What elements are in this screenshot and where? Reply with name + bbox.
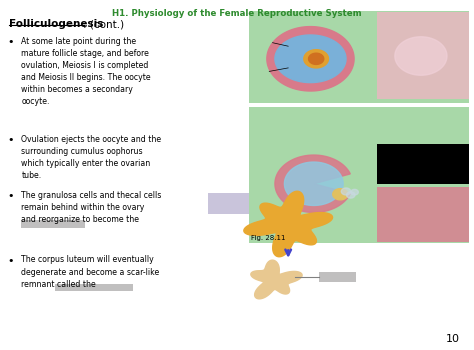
Polygon shape: [341, 188, 351, 195]
Text: Ovulation ejects the oocyte and the
surrounding cumulus oophorus
which typically: Ovulation ejects the oocyte and the surr…: [21, 135, 162, 180]
Text: : (cont.): : (cont.): [83, 19, 124, 29]
Text: •: •: [7, 256, 14, 266]
Text: Fig. 28.11: Fig. 28.11: [251, 235, 286, 241]
Polygon shape: [267, 27, 354, 91]
Polygon shape: [275, 35, 346, 83]
Polygon shape: [395, 37, 447, 75]
Polygon shape: [275, 155, 350, 212]
Text: 10: 10: [446, 334, 460, 344]
Text: The granulosa cells and thecal cells
remain behind within the ovary
and reorgani: The granulosa cells and thecal cells rem…: [21, 191, 162, 224]
Polygon shape: [351, 189, 358, 195]
Text: At some late point during the
mature follicle stage, and before
ovulation, Meios: At some late point during the mature fol…: [21, 37, 151, 106]
Polygon shape: [244, 191, 333, 257]
Bar: [21, 220, 85, 228]
Bar: [377, 12, 469, 99]
Text: •: •: [7, 135, 14, 145]
Bar: [208, 193, 249, 214]
Text: •: •: [7, 191, 14, 201]
Text: H1. Physiology of the Female Reproductive System: H1. Physiology of the Female Reproductiv…: [112, 9, 362, 18]
Polygon shape: [333, 189, 348, 200]
Polygon shape: [346, 192, 355, 198]
Bar: [249, 107, 469, 243]
Text: The corpus luteum will eventually
degenerate and become a scar-like
remnant call: The corpus luteum will eventually degene…: [21, 256, 160, 289]
Polygon shape: [304, 50, 328, 68]
Text: Folliculogenesis: Folliculogenesis: [9, 19, 104, 29]
Bar: [377, 187, 469, 242]
Text: •: •: [7, 37, 14, 47]
Bar: [249, 10, 469, 103]
Bar: [377, 144, 469, 184]
Bar: [55, 284, 133, 291]
Bar: [319, 272, 356, 282]
Polygon shape: [284, 162, 343, 205]
Polygon shape: [251, 260, 302, 299]
Polygon shape: [309, 53, 324, 64]
